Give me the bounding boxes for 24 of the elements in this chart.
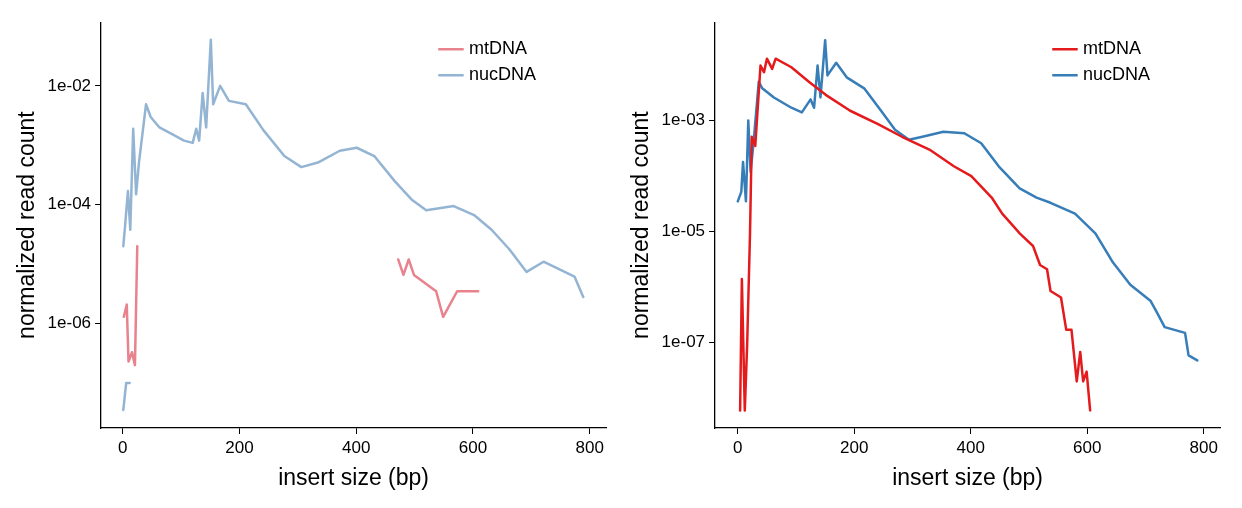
- x-tick-label: 200: [225, 437, 254, 457]
- y-tick-label: 1e-04: [47, 194, 92, 214]
- x-tick-label: 600: [458, 437, 488, 457]
- y-tick-label: 1e-07: [661, 332, 706, 352]
- x-tick-label: 800: [1189, 437, 1218, 457]
- x-tick-label: 800: [575, 437, 604, 457]
- legend-label: mtDNA: [1082, 38, 1141, 59]
- x-tick-label: 400: [956, 437, 985, 457]
- x-tick-label: 600: [1073, 437, 1102, 457]
- x-tick-label: 400: [341, 437, 371, 457]
- x-tick-label: 200: [840, 437, 869, 457]
- y-tick-label: 1e-05: [661, 221, 706, 241]
- legend-label: nucDNA: [468, 64, 537, 85]
- x-axis-title: insert size (bp): [892, 463, 1043, 490]
- x-tick-label: 0: [117, 437, 128, 457]
- y-tick-label: 1e-03: [661, 110, 706, 130]
- y-axis-title: normalized read count: [13, 110, 40, 339]
- x-tick-label: 0: [733, 437, 743, 457]
- y-axis-title: normalized read count: [627, 110, 654, 339]
- y-tick-label: 1e-06: [47, 313, 92, 333]
- y-tick-label: 1e-02: [47, 75, 92, 95]
- x-axis-title: insert size (bp): [278, 463, 429, 490]
- legend-label: mtDNA: [468, 38, 527, 59]
- legend-label: nucDNA: [1082, 64, 1151, 85]
